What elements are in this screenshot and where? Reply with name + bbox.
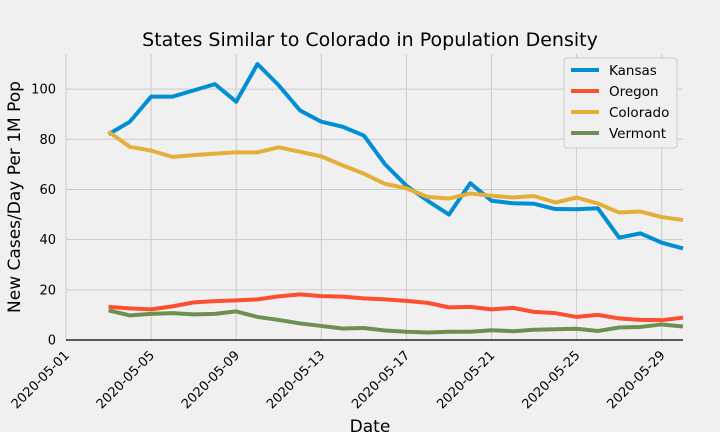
y-tick-label: 100 bbox=[31, 83, 56, 98]
y-tick-label: 20 bbox=[39, 283, 56, 298]
x-axis-label: Date bbox=[350, 417, 391, 432]
y-tick-label: 0 bbox=[48, 334, 56, 349]
chart-title: States Similar to Colorado in Population… bbox=[142, 29, 598, 51]
series-line-kansas bbox=[107, 62, 684, 251]
series-layer bbox=[107, 62, 684, 335]
y-tick-label: 80 bbox=[39, 133, 56, 148]
legend-box bbox=[563, 57, 678, 149]
legend-label: Vermont bbox=[609, 126, 666, 142]
legend-label: Oregon bbox=[609, 84, 659, 100]
series-line-oregon bbox=[108, 292, 684, 323]
y-tick-label: 40 bbox=[39, 233, 56, 248]
y-axis-ticks: 0 20 40 60 80 100 bbox=[31, 83, 56, 349]
series-line-vermont bbox=[108, 308, 684, 335]
series-line-colorado bbox=[107, 130, 684, 223]
legend-label: Colorado bbox=[609, 105, 669, 121]
legend: Kansas Oregon Colorado Vermont bbox=[563, 57, 678, 149]
y-tick-label: 60 bbox=[39, 183, 56, 198]
legend-label: Kansas bbox=[609, 63, 657, 79]
y-axis-label: New Cases/Day Per 1M Pop bbox=[5, 81, 25, 313]
